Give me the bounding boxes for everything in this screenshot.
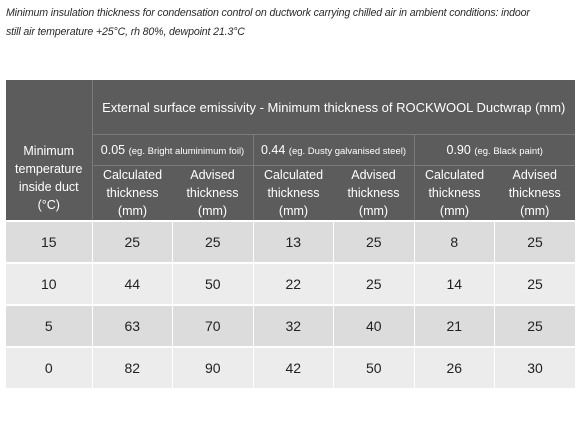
thickness-cell: 40: [333, 304, 414, 347]
thickness-cell: 21: [413, 304, 495, 347]
thickness-cell: 25: [494, 220, 575, 263]
thickness-cell: 25: [333, 220, 414, 263]
thickness-cell: 22: [252, 262, 334, 305]
thickness-cell: 44: [91, 262, 173, 305]
table-body: 15 25 25 13 25 8 25 10 44 50 22 25 14 25…: [6, 220, 575, 388]
emissivity-header-1: 0.44 (eg. Dusty galvanised steel): [252, 134, 414, 166]
temperature-cell: 0: [6, 346, 92, 388]
emissivity-example: (eg. Black paint): [474, 146, 543, 157]
thickness-cell: 8: [413, 220, 495, 263]
thickness-cell: 82: [91, 346, 173, 388]
thickness-cell: 25: [333, 262, 414, 305]
insulation-thickness-table: Minimum temperature inside duct (°C) Ext…: [6, 80, 575, 388]
table-caption: Minimum insulation thickness for condens…: [6, 7, 530, 38]
advised-thickness-header: Advised thickness (mm): [172, 165, 253, 221]
table-row: 15 25 25 13 25 8 25: [6, 220, 575, 263]
thickness-cell: 25: [91, 220, 173, 263]
min-temperature-header: Minimum temperature inside duct (°C): [6, 80, 92, 221]
temperature-cell: 15: [6, 220, 92, 263]
thickness-cell: 50: [333, 346, 414, 388]
thickness-cell: 90: [172, 346, 253, 388]
temperature-cell: 5: [6, 304, 92, 347]
thickness-cell: 25: [494, 262, 575, 305]
insulation-table-container: Minimum temperature inside duct (°C) Ext…: [6, 80, 575, 388]
calculated-thickness-header: Calculated thickness (mm): [252, 165, 334, 221]
emissivity-example: (eg. Bright aluminimum foil): [128, 146, 245, 157]
emissivity-group-header: External surface emissivity - Minimum th…: [91, 80, 575, 135]
table-row: 10 44 50 22 25 14 25: [6, 262, 575, 305]
thickness-cell: 32: [252, 304, 334, 347]
thickness-cell: 70: [172, 304, 253, 347]
table-row: 5 63 70 32 40 21 25: [6, 304, 575, 347]
emissivity-value: 0.05: [100, 143, 126, 157]
thickness-cell: 50: [172, 262, 253, 305]
advised-thickness-header: Advised thickness (mm): [494, 165, 575, 221]
calculated-thickness-header: Calculated thickness (mm): [91, 165, 173, 221]
table-row: 0 82 90 42 50 26 30: [6, 346, 575, 388]
thickness-cell: 63: [91, 304, 173, 347]
emissivity-header-2: 0.90 (eg. Black paint): [413, 134, 575, 166]
thickness-cell: 14: [413, 262, 495, 305]
emissivity-example: (eg. Dusty galvanised steel): [288, 146, 407, 157]
temperature-cell: 10: [6, 262, 92, 305]
emissivity-value: 0.90: [446, 143, 471, 157]
thickness-cell: 26: [413, 346, 495, 388]
emissivity-header-0: 0.05 (eg. Bright aluminimum foil): [91, 134, 253, 166]
thickness-cell: 13: [252, 220, 334, 263]
thickness-cell: 25: [172, 220, 253, 263]
advised-thickness-header: Advised thickness (mm): [333, 165, 414, 221]
thickness-cell: 42: [252, 346, 334, 388]
emissivity-value: 0.44: [260, 143, 286, 157]
calculated-thickness-header: Calculated thickness (mm): [413, 165, 495, 221]
thickness-cell: 30: [494, 346, 575, 388]
thickness-cell: 25: [494, 304, 575, 347]
table-header: Minimum temperature inside duct (°C) Ext…: [6, 80, 575, 221]
